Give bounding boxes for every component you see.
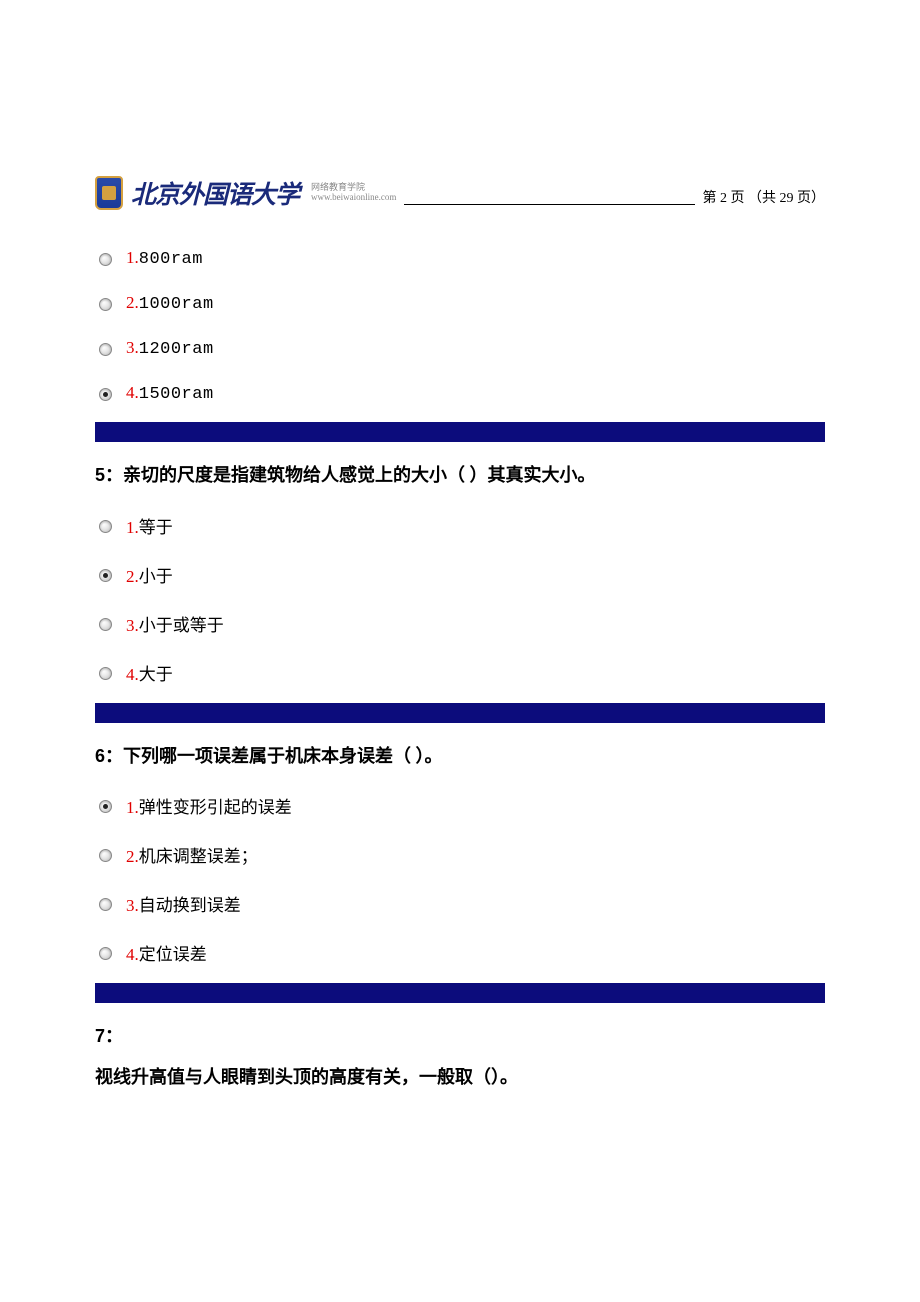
q6-option-4[interactable]: 4.定位误差 <box>95 928 825 977</box>
q5-option-3[interactable]: 3.小于或等于 <box>95 599 825 648</box>
option-number: 4. <box>126 665 139 684</box>
question-7-number: 7： <box>95 1021 825 1052</box>
q4-option-4[interactable]: 4.1500ram <box>95 371 825 416</box>
q5-option-1[interactable]: 1.等于 <box>95 501 825 550</box>
radio-icon[interactable] <box>99 298 112 311</box>
option-text: 等于 <box>139 518 173 537</box>
question-text: 下列哪一项误差属于机床本身误差（ ）。 <box>123 746 443 766</box>
university-name: 北京外国语大学 <box>131 175 299 211</box>
radio-icon[interactable] <box>99 520 112 533</box>
q5-option-2[interactable]: 2.小于 <box>95 550 825 599</box>
option-number: 2. <box>126 567 139 586</box>
option-number: 1. <box>126 798 139 817</box>
option-number: 4. <box>126 945 139 964</box>
option-text: 机床调整误差； <box>139 847 258 866</box>
page-number: 第 2 页 （共 29 页） <box>703 187 826 211</box>
radio-icon[interactable] <box>99 667 112 680</box>
question-number: 6： <box>95 746 123 766</box>
logo-subtitle: 网络教育学院 www.beiwaionline.com <box>311 183 396 203</box>
question-text: 亲切的尺度是指建筑物给人感觉上的大小（ ）其真实大小。 <box>123 465 596 485</box>
logo-block: 北京外国语大学 网络教育学院 www.beiwaionline.com <box>95 175 396 211</box>
option-text: 弹性变形引起的误差 <box>139 798 292 817</box>
section-divider <box>95 422 825 442</box>
option-text: 定位误差 <box>139 945 207 964</box>
radio-icon[interactable] <box>99 618 112 631</box>
option-text: 800ram <box>139 250 203 269</box>
option-number: 1. <box>126 248 139 267</box>
option-text: 小于 <box>139 567 173 586</box>
q6-option-2[interactable]: 2.机床调整误差； <box>95 830 825 879</box>
option-text: 1500ram <box>139 385 214 404</box>
q4-option-2[interactable]: 2.1000ram <box>95 281 825 326</box>
question-number: 7： <box>95 1026 123 1046</box>
q4-option-1[interactable]: 1.800ram <box>95 236 825 281</box>
university-shield-icon <box>95 176 123 210</box>
option-number: 1. <box>126 518 139 537</box>
option-number: 4. <box>126 383 139 402</box>
option-text: 小于或等于 <box>139 616 224 635</box>
radio-icon[interactable] <box>99 253 112 266</box>
question-5: 5：亲切的尺度是指建筑物给人感觉上的大小（ ）其真实大小。 <box>95 460 825 491</box>
radio-selected-icon[interactable] <box>99 569 112 582</box>
section-divider <box>95 703 825 723</box>
question-7-text: 视线升高值与人眼睛到头顶的高度有关，一般取（）。 <box>95 1062 825 1093</box>
option-text: 1200ram <box>139 340 214 359</box>
radio-icon[interactable] <box>99 947 112 960</box>
option-number: 3. <box>126 338 139 357</box>
radio-selected-icon[interactable] <box>99 388 112 401</box>
option-number: 2. <box>126 293 139 312</box>
q5-option-4[interactable]: 4.大于 <box>95 648 825 697</box>
q4-option-3[interactable]: 3.1200ram <box>95 326 825 371</box>
header-rule <box>404 204 694 205</box>
option-text: 大于 <box>139 665 173 684</box>
radio-icon[interactable] <box>99 343 112 356</box>
page-container: 北京外国语大学 网络教育学院 www.beiwaionline.com 第 2 … <box>0 0 920 1152</box>
radio-icon[interactable] <box>99 898 112 911</box>
option-number: 2. <box>126 847 139 866</box>
q6-option-3[interactable]: 3.自动换到误差 <box>95 879 825 928</box>
q6-option-1[interactable]: 1.弹性变形引起的误差 <box>95 781 825 830</box>
option-text: 自动换到误差 <box>139 896 241 915</box>
option-number: 3. <box>126 616 139 635</box>
question-6: 6：下列哪一项误差属于机床本身误差（ ）。 <box>95 741 825 772</box>
question-number: 5： <box>95 465 123 485</box>
radio-icon[interactable] <box>99 849 112 862</box>
page-header: 北京外国语大学 网络教育学院 www.beiwaionline.com 第 2 … <box>95 175 825 211</box>
option-number: 3. <box>126 896 139 915</box>
option-text: 1000ram <box>139 295 214 314</box>
institute-url: www.beiwaionline.com <box>311 193 396 203</box>
section-divider <box>95 983 825 1003</box>
radio-selected-icon[interactable] <box>99 800 112 813</box>
